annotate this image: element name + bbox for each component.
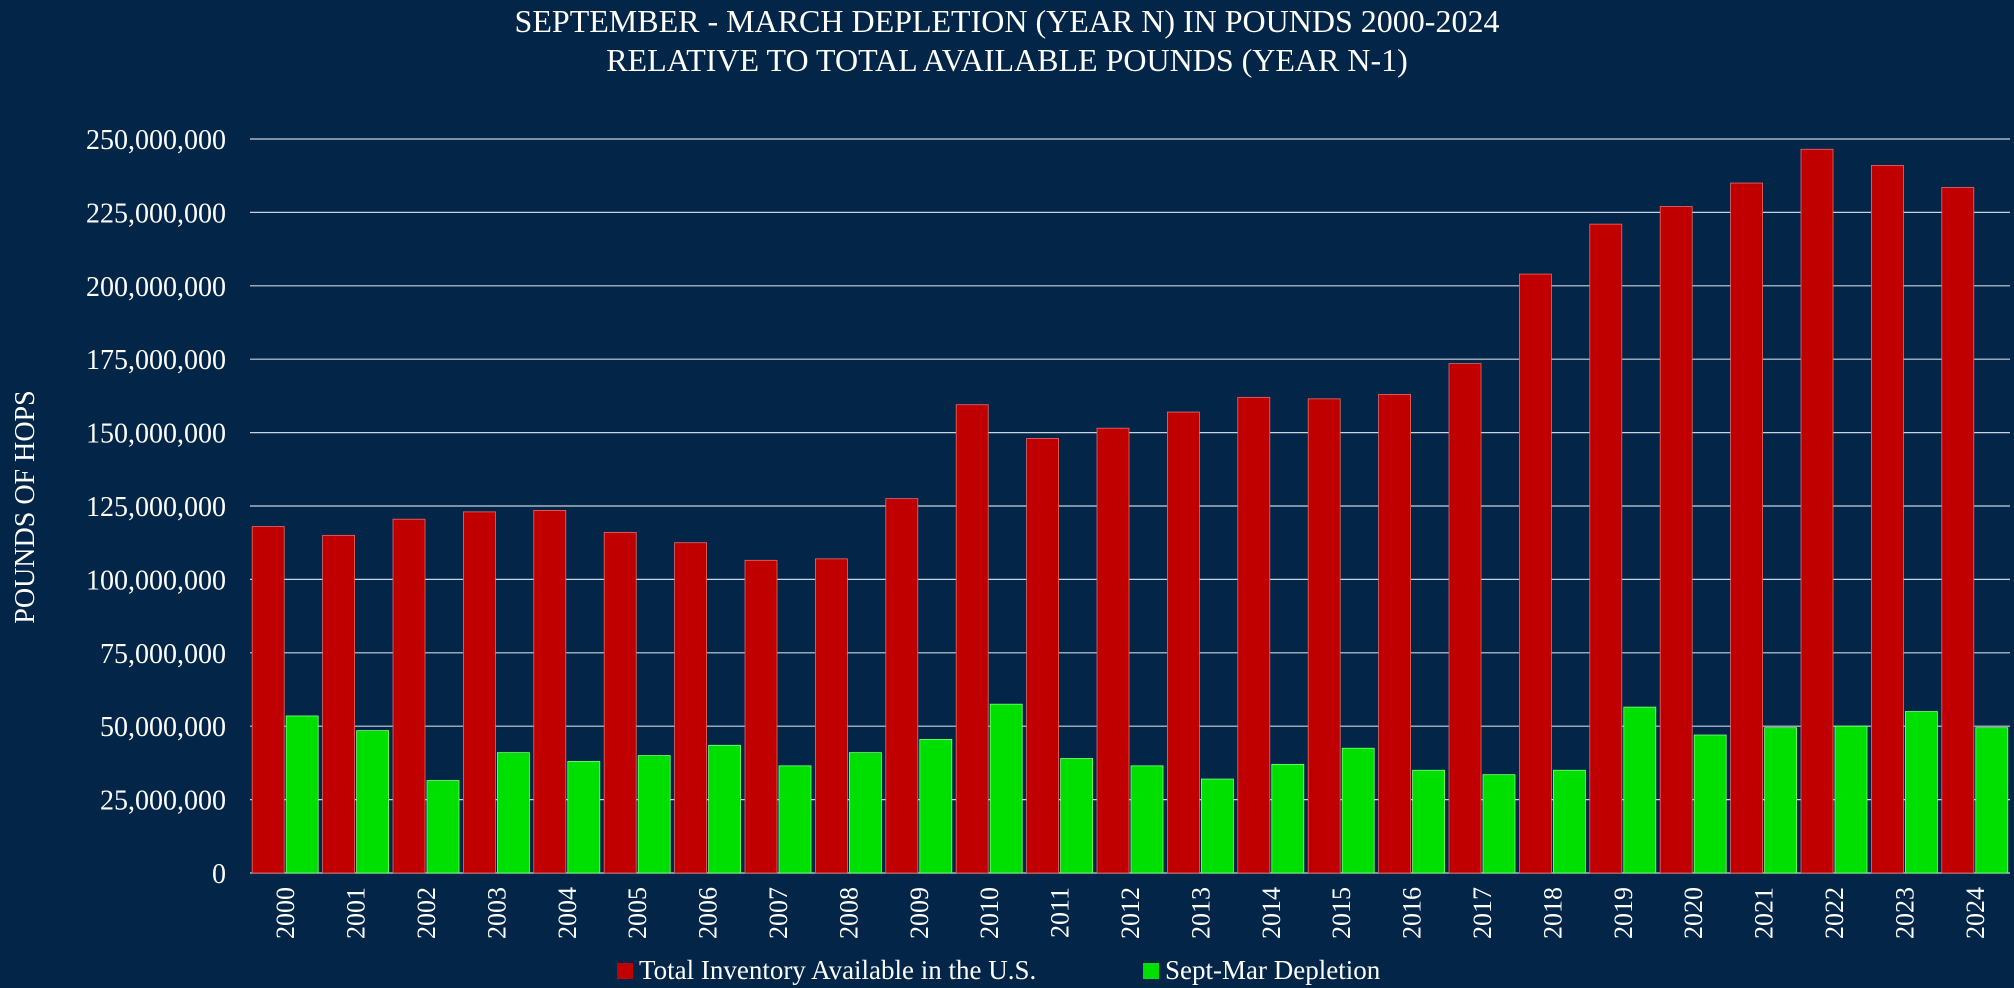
bar-sept-mar-depletion [1060, 758, 1093, 874]
y-tick-label: 175,000,000 [86, 345, 226, 376]
bar-total-inventory [1800, 148, 1834, 874]
x-tick-label: 2014 [1257, 887, 1286, 939]
bar-sept-mar-depletion [356, 730, 390, 874]
legend-label-depletion: Sept-Mar Depletion [1165, 955, 1381, 985]
bar-sept-mar-depletion [1482, 774, 1516, 874]
bar-sept-mar-depletion [1623, 706, 1657, 874]
bar-total-inventory [1378, 394, 1411, 874]
bar-sept-mar-depletion [1271, 763, 1305, 874]
x-tick-label: 2009 [905, 887, 934, 939]
bar-sept-mar-depletion [778, 765, 812, 874]
y-tick-label: 250,000,000 [86, 125, 226, 156]
bar-total-inventory [1730, 182, 1763, 874]
bar-total-inventory [1448, 363, 1482, 874]
bar-sept-mar-depletion [708, 744, 741, 874]
bar-total-inventory [1589, 223, 1623, 874]
bar-total-inventory [322, 534, 356, 874]
x-axis-ticks: 2000 2001 2002 2003 2004 2005 2006 2007 2008 2009… [271, 887, 1990, 939]
bar-sept-mar-depletion [849, 752, 882, 874]
bars [251, 148, 2009, 874]
y-tick-label: 0 [212, 859, 226, 890]
bar-total-inventory [1026, 438, 1059, 874]
bar-sept-mar-depletion [1764, 727, 1797, 874]
x-tick-label: 2019 [1609, 887, 1638, 939]
bar-sept-mar-depletion [1341, 747, 1375, 874]
x-tick-label: 2005 [623, 887, 652, 939]
bar-total-inventory [1659, 206, 1693, 874]
bar-total-inventory [392, 518, 426, 874]
bar-sept-mar-depletion [1412, 769, 1445, 874]
bar-sept-mar-depletion [567, 761, 601, 874]
legend-swatch-depletion [1143, 963, 1159, 979]
bar-total-inventory [674, 542, 707, 874]
x-tick-label: 2021 [1750, 887, 1779, 939]
y-axis-ticks: 0 25,000,000 50,000,000 75,000,000 100,000,0… [86, 125, 226, 890]
bar-total-inventory [885, 498, 919, 874]
bar-total-inventory [955, 404, 989, 874]
bar-sept-mar-depletion [989, 703, 1023, 874]
y-tick-label: 225,000,000 [86, 198, 226, 229]
bar-sept-mar-depletion [1553, 769, 1586, 874]
x-tick-label: 2002 [412, 887, 441, 939]
x-tick-label: 2011 [1046, 887, 1075, 938]
x-tick-label: 2023 [1890, 887, 1919, 939]
legend: Total Inventory Available in the U.S. Sep… [617, 955, 1381, 985]
bar-total-inventory [1237, 396, 1271, 874]
x-tick-label: 2016 [1398, 887, 1427, 939]
x-tick-label: 2017 [1468, 887, 1497, 939]
y-tick-label: 125,000,000 [86, 492, 226, 523]
x-tick-label: 2001 [342, 887, 371, 939]
x-tick-label: 2008 [834, 887, 863, 939]
y-tick-label: 75,000,000 [100, 639, 226, 670]
bar-total-inventory [1871, 165, 1904, 874]
y-axis-label: POUNDS OF HOPS [10, 390, 41, 623]
bar-total-inventory [462, 511, 496, 874]
bar-sept-mar-depletion [1834, 725, 1868, 874]
x-tick-label: 2004 [553, 887, 582, 939]
y-tick-label: 100,000,000 [86, 565, 226, 596]
bar-total-inventory [603, 532, 637, 874]
x-tick-label: 2000 [271, 887, 300, 939]
x-tick-label: 2013 [1186, 887, 1215, 939]
chart-subtitle: RELATIVE TO TOTAL AVAILABLE POUNDS (YEAR… [606, 42, 1408, 78]
bar-sept-mar-depletion [1201, 778, 1234, 874]
bar-sept-mar-depletion [637, 755, 671, 874]
y-tick-label: 200,000,000 [86, 272, 226, 303]
chart-title: SEPTEMBER - MARCH DEPLETION (YEAR N) IN … [515, 3, 1500, 39]
bar-total-inventory [533, 510, 567, 874]
x-tick-label: 2020 [1679, 887, 1708, 939]
x-tick-label: 2006 [694, 887, 723, 939]
x-tick-label: 2003 [482, 887, 511, 939]
bar-total-inventory [1941, 187, 1975, 874]
bar-sept-mar-depletion [496, 752, 530, 874]
y-tick-label: 50,000,000 [100, 712, 226, 743]
y-tick-label: 25,000,000 [100, 786, 226, 817]
bar-total-inventory [1307, 398, 1341, 874]
bar-total-inventory [1167, 411, 1200, 874]
x-tick-label: 2007 [764, 887, 793, 939]
bar-sept-mar-depletion [919, 739, 953, 874]
x-tick-label: 2012 [1116, 887, 1145, 939]
y-tick-label: 150,000,000 [86, 419, 226, 450]
x-tick-label: 2022 [1820, 887, 1849, 939]
bar-total-inventory [1096, 427, 1130, 874]
bar-sept-mar-depletion [1130, 765, 1164, 874]
x-tick-label: 2015 [1327, 887, 1356, 939]
bar-sept-mar-depletion [426, 780, 460, 874]
bar-sept-mar-depletion [285, 715, 319, 874]
bar-total-inventory [1519, 273, 1552, 874]
bar-total-inventory [815, 558, 848, 874]
legend-label-total-inventory: Total Inventory Available in the U.S. [639, 955, 1036, 985]
bar-total-inventory [251, 526, 285, 874]
bar-sept-mar-depletion [1905, 711, 1938, 874]
x-tick-label: 2024 [1961, 887, 1990, 939]
bar-total-inventory [744, 559, 778, 874]
x-tick-label: 2010 [975, 887, 1004, 939]
x-tick-label: 2018 [1538, 887, 1567, 939]
bar-sept-mar-depletion [1693, 734, 1727, 874]
legend-swatch-total-inventory [617, 963, 633, 979]
bar-sept-mar-depletion [1975, 727, 2009, 874]
